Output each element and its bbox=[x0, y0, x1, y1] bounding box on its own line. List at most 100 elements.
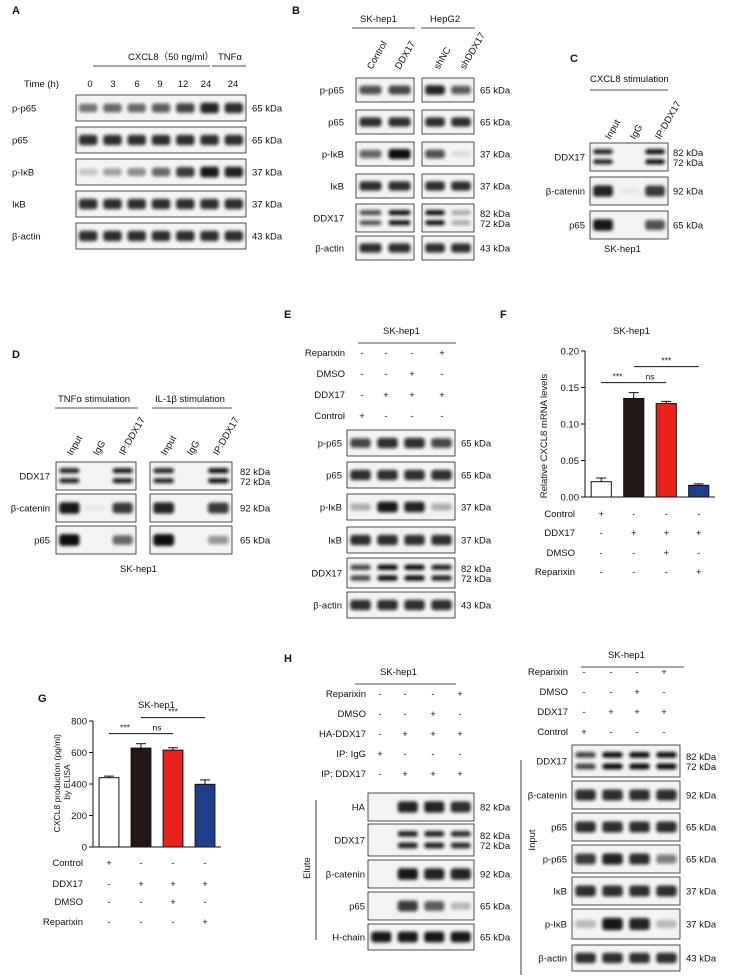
b-blot-2-0 bbox=[355, 141, 415, 167]
e-sign: + bbox=[439, 348, 445, 359]
band bbox=[575, 752, 596, 758]
a-time-0: 0 bbox=[87, 79, 92, 90]
h-kda-k82: 82 kDa bbox=[480, 831, 511, 842]
band bbox=[350, 503, 371, 511]
sign: + bbox=[696, 528, 702, 539]
band bbox=[153, 534, 175, 546]
sign: + bbox=[170, 879, 176, 890]
band bbox=[207, 535, 229, 545]
e-label-pp65: p-p65 bbox=[318, 439, 342, 450]
d-lane-igg: IgG bbox=[91, 439, 108, 458]
y-tick-label: 0 bbox=[82, 843, 87, 854]
c-blot-0-0 bbox=[589, 142, 669, 172]
h-sign: - bbox=[403, 689, 406, 700]
band bbox=[450, 931, 471, 943]
b-blot-4-1 bbox=[421, 203, 475, 233]
h2-sign: + bbox=[661, 667, 667, 678]
a-blot-2-0 bbox=[75, 158, 247, 186]
band bbox=[451, 181, 471, 191]
band bbox=[450, 842, 471, 849]
band bbox=[450, 868, 471, 880]
f-ylabel: Relative CXCL8 mRNA levels bbox=[539, 373, 550, 498]
cond-control: Control bbox=[544, 509, 575, 520]
panel-d-label: D bbox=[12, 349, 20, 361]
e-label-pikb: p-IκB bbox=[320, 503, 342, 514]
h-blot-4-0 bbox=[367, 923, 475, 951]
band bbox=[656, 854, 677, 864]
band bbox=[112, 502, 133, 514]
band bbox=[151, 103, 171, 113]
e-label-ikb: IκB bbox=[328, 536, 342, 547]
b-kda-k37: 37 kDa bbox=[480, 182, 511, 193]
c-label-bcat: β-catenin bbox=[546, 187, 585, 198]
y-tick-label: 0.10 bbox=[561, 420, 580, 431]
h-sign: - bbox=[378, 769, 381, 780]
band bbox=[575, 821, 596, 833]
h2-sign: + bbox=[661, 707, 667, 718]
h-kda-k72: 72 kDa bbox=[480, 841, 511, 852]
d-cellline: SK-hep1 bbox=[120, 564, 157, 575]
band bbox=[602, 917, 623, 931]
e-sign: - bbox=[384, 348, 387, 359]
h2-cond-ddx17: DDX17 bbox=[537, 707, 568, 718]
band bbox=[425, 210, 445, 216]
h-sign: - bbox=[403, 709, 406, 720]
sig-label: *** bbox=[613, 372, 624, 382]
band bbox=[656, 789, 677, 801]
d-blot-0-1 bbox=[149, 461, 233, 491]
cond-control: Control bbox=[52, 858, 83, 869]
panel-f-label: F bbox=[500, 309, 507, 321]
band bbox=[575, 919, 596, 929]
y-tick-label: 400 bbox=[71, 780, 87, 791]
h-kda-k82: 82 kDa bbox=[480, 803, 511, 814]
band bbox=[602, 789, 623, 801]
band bbox=[404, 575, 425, 581]
band bbox=[602, 885, 623, 897]
e-kda-k65: 65 kDa bbox=[461, 439, 492, 450]
sig-label: *** bbox=[661, 356, 672, 366]
a-kda-k37: 37 kDa bbox=[252, 200, 283, 211]
band bbox=[59, 468, 80, 474]
band bbox=[404, 469, 425, 481]
band bbox=[350, 534, 371, 546]
band bbox=[593, 149, 613, 155]
h-kda-k65: 65 kDa bbox=[480, 902, 511, 913]
a-kda-k43: 43 kDa bbox=[252, 232, 283, 243]
band bbox=[431, 469, 452, 481]
band bbox=[629, 853, 650, 865]
h2-sign: - bbox=[635, 727, 638, 738]
e-cellline: SK-hep1 bbox=[383, 326, 420, 337]
e-sign: - bbox=[360, 348, 363, 359]
e-sign: - bbox=[440, 411, 443, 422]
panel-c-label: C bbox=[570, 53, 578, 65]
band bbox=[112, 478, 133, 484]
band bbox=[397, 868, 418, 880]
cond-dmso: DMSO bbox=[55, 897, 84, 908]
b-blot-1-1 bbox=[421, 109, 475, 135]
d-kda-k65: 65 kDa bbox=[240, 536, 271, 547]
cond-ddx17: DDX17 bbox=[544, 528, 575, 539]
c-kda-k65: 65 kDa bbox=[673, 221, 704, 232]
sign: - bbox=[139, 858, 142, 869]
sign: - bbox=[665, 567, 668, 578]
g-bar-chart: 0 200 400 600 800 *** ns *** Control + - - - DDX17 - + +… bbox=[43, 707, 221, 928]
panel-g-label: G bbox=[38, 693, 47, 705]
band bbox=[388, 148, 411, 160]
h2-sign: - bbox=[662, 727, 665, 738]
band bbox=[350, 575, 371, 581]
h2-kda-k92: 92 kDa bbox=[686, 791, 717, 802]
sign: - bbox=[600, 567, 603, 578]
band bbox=[103, 134, 122, 146]
h2-label-bactin: β-actin bbox=[538, 954, 567, 965]
c-lane-ipddx17: IP:DDX17 bbox=[653, 99, 684, 141]
band bbox=[656, 763, 677, 770]
band bbox=[575, 789, 596, 801]
d-lane-ipddx17-2: IP:DDX17 bbox=[211, 415, 242, 457]
band bbox=[451, 220, 471, 226]
h-sign: - bbox=[378, 689, 381, 700]
h-label-ha: HA bbox=[352, 803, 366, 814]
band bbox=[359, 210, 382, 216]
h2-label-bcat: β-catenin bbox=[528, 791, 567, 802]
c-blot-1-0 bbox=[589, 176, 669, 206]
